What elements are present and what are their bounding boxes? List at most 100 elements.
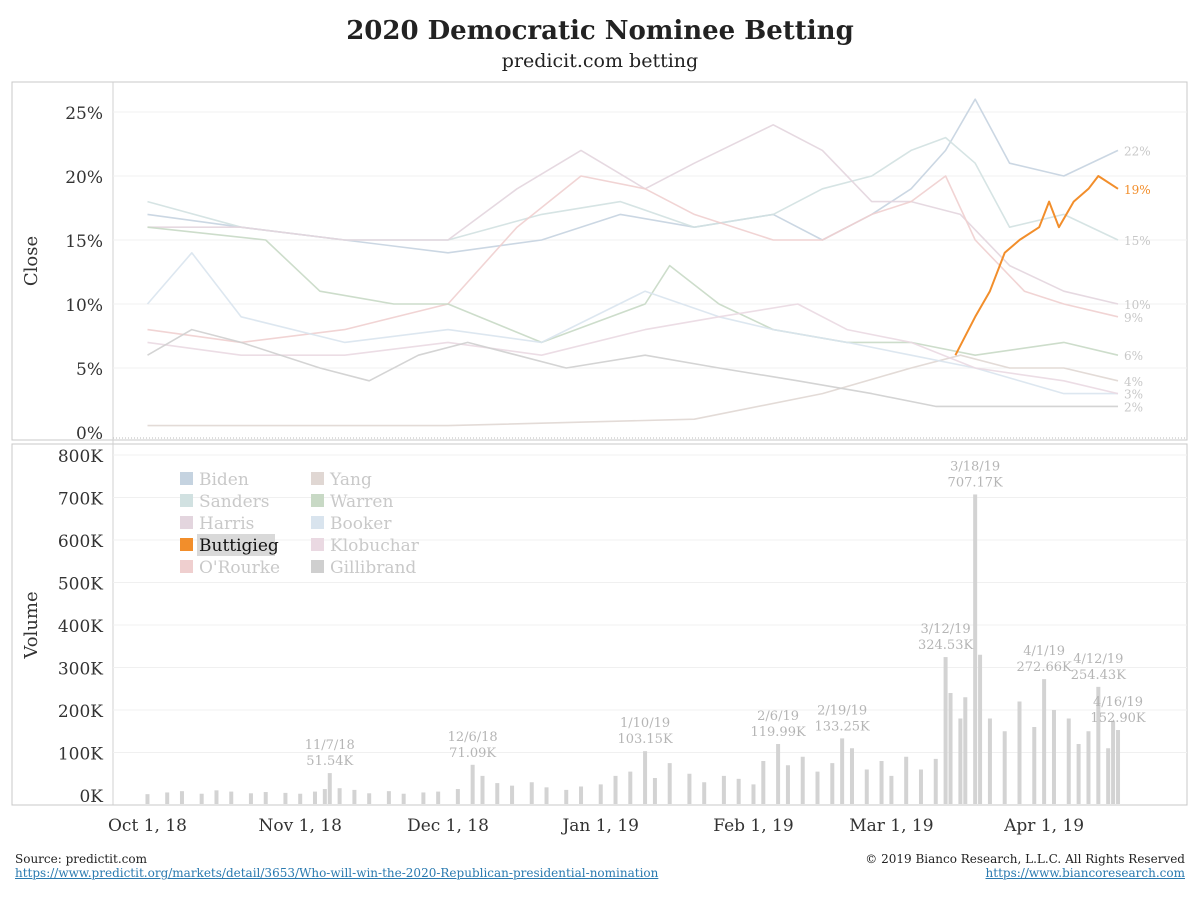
- volume-bar: [312, 791, 317, 804]
- series-line-klobuchar: [147, 303, 1119, 395]
- volume-bar: [849, 748, 854, 804]
- volume-bar: [1032, 727, 1037, 804]
- volume-bar: [165, 792, 170, 804]
- volume-y-tick-label: 100K: [58, 745, 103, 765]
- volume-bar: [864, 769, 869, 804]
- legend-swatch: [180, 560, 193, 573]
- volume-bar: [840, 738, 845, 804]
- series-line-sanders: [147, 136, 1119, 241]
- volume-bar: [879, 761, 884, 804]
- volume-y-tick-label: 300K: [58, 660, 103, 680]
- legend-label: Yang: [329, 470, 372, 490]
- volume-axis-label: Volume: [21, 591, 42, 659]
- volume-y-tick-label: 200K: [58, 702, 103, 722]
- volume-bar: [904, 756, 909, 804]
- volume-bar: [480, 775, 485, 804]
- volume-y-tick-label: 0K: [79, 787, 103, 807]
- volume-bar: [889, 775, 894, 804]
- volume-bar: [776, 744, 781, 804]
- volume-bar: [401, 793, 406, 804]
- volume-bar: [229, 791, 234, 804]
- volume-bar: [283, 792, 288, 804]
- volume-bar: [1042, 679, 1047, 804]
- volume-annotation-date: 4/12/19: [1073, 652, 1123, 667]
- volume-bar: [455, 789, 460, 804]
- volume-annotation-value: 272.66K: [1017, 660, 1072, 675]
- volume-bar: [702, 782, 707, 804]
- volume-bar: [529, 782, 534, 804]
- legend-swatch: [180, 472, 193, 485]
- legend-swatch: [311, 560, 324, 573]
- legend-label: Booker: [330, 514, 392, 534]
- legend-item-gillibrand[interactable]: Gillibrand: [311, 558, 416, 578]
- legend-label: Buttigieg: [199, 536, 279, 556]
- volume-annotation-value: 324.53K: [918, 638, 973, 653]
- legend-swatch: [311, 472, 324, 485]
- legend-item-biden[interactable]: Biden: [180, 470, 249, 490]
- source-text: Source: predictit.com: [15, 852, 147, 866]
- x-tick-label: Apr 1, 19: [1003, 816, 1084, 836]
- series-line-harris: [147, 124, 1119, 305]
- x-tick-label: Oct 1, 18: [108, 816, 187, 836]
- volume-bar: [918, 769, 923, 804]
- volume-bar: [1116, 730, 1121, 804]
- legend-label: Harris: [199, 514, 254, 534]
- legend-item-buttigieg[interactable]: Buttigieg: [180, 534, 279, 556]
- legend-item-klobuchar[interactable]: Klobuchar: [311, 536, 420, 556]
- volume-bar: [1096, 686, 1101, 804]
- volume-bar: [510, 785, 515, 804]
- series-line-yang: [147, 354, 1119, 427]
- close-axis-label: Close: [21, 236, 42, 286]
- series-line-buttigieg: [954, 175, 1119, 356]
- legend-highlight: [197, 534, 275, 556]
- volume-annotation-value: 707.17K: [948, 475, 1003, 490]
- volume-bar: [327, 773, 332, 804]
- source-link[interactable]: https://www.predictit.org/markets/detail…: [15, 866, 659, 880]
- legend-item-sanders[interactable]: Sanders: [180, 492, 270, 512]
- volume-bar: [322, 789, 327, 804]
- volume-bar: [800, 756, 805, 804]
- volume-annotation-date: 4/16/19: [1093, 695, 1143, 710]
- series-end-label: 4%: [1124, 375, 1143, 389]
- series-end-label: 15%: [1124, 234, 1151, 248]
- series-line-booker: [146, 252, 1118, 395]
- legend-item-yang[interactable]: Yang: [311, 470, 372, 490]
- legend-item-warren[interactable]: Warren: [311, 492, 393, 512]
- series-end-label: 19%: [1124, 183, 1151, 197]
- volume-annotation-date: 3/18/19: [950, 459, 1000, 474]
- x-tick-label: Mar 1, 19: [849, 816, 933, 836]
- volume-bar: [721, 775, 726, 804]
- series-end-label: 6%: [1124, 349, 1143, 363]
- volume-bar: [1106, 748, 1111, 804]
- top-panel-frame: [11, 81, 1188, 441]
- legend-swatch: [180, 494, 193, 507]
- legend-item-booker[interactable]: Booker: [311, 514, 392, 534]
- close-y-tick-label: 25%: [65, 104, 103, 124]
- legend-item-orourke[interactable]: O'Rourke: [180, 558, 280, 578]
- volume-bar: [298, 793, 303, 804]
- volume-bar: [943, 657, 948, 804]
- volume-annotation-date: 12/6/18: [448, 730, 498, 745]
- x-tick-label: Feb 1, 19: [713, 816, 793, 836]
- volume-bar: [352, 789, 357, 804]
- volume-annotation-value: 254.43K: [1071, 668, 1126, 683]
- volume-bar: [815, 771, 820, 804]
- volume-annotation-value: 103.15K: [617, 732, 672, 747]
- series-end-label: 2%: [1124, 400, 1143, 414]
- volume-bar: [367, 793, 372, 804]
- volume-bar: [564, 789, 569, 804]
- volume-bar: [544, 787, 549, 804]
- series-line-gillibrand: [147, 328, 1118, 408]
- legend-item-harris[interactable]: Harris: [180, 514, 254, 534]
- volume-y-tick-label: 800K: [58, 447, 103, 467]
- volume-y-tick-label: 600K: [58, 532, 103, 552]
- volume-bar: [761, 761, 766, 804]
- close-y-tick-label: 5%: [76, 360, 103, 380]
- legend-label: Sanders: [199, 492, 270, 512]
- footer-source: Source: predictit.com https://www.predic…: [15, 852, 658, 880]
- series-end-label: 9%: [1124, 311, 1143, 325]
- volume-bar: [958, 718, 963, 804]
- site-link[interactable]: https://www.biancoresearch.com: [985, 866, 1185, 880]
- close-y-tick-label: 0%: [76, 424, 103, 444]
